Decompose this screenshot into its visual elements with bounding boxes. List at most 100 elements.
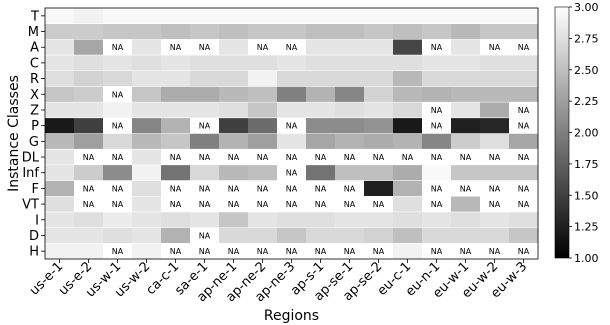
heatmap-cell [132,180,162,197]
na-label: NA [518,106,530,115]
heatmap-cell [74,23,104,40]
heatmap-cell [74,211,104,228]
heatmap-cell [219,133,249,150]
na-label: NA [431,153,443,162]
na-label: NA [489,200,501,209]
heatmap-cell [161,70,191,87]
heatmap-cell [190,211,220,228]
heatmap-cell [74,149,104,166]
heatmap-cell [335,8,365,24]
heatmap-cell [306,196,336,213]
heatmap-cell [335,55,365,72]
heatmap-cell [393,196,423,213]
heatmap-cell [422,55,452,72]
heatmap-cell [306,211,336,228]
heatmap-cell [74,55,104,72]
heatmap-cell [451,180,481,197]
na-label: NA [489,184,501,193]
heatmap-cell [364,117,394,134]
na-label: NA [286,169,298,178]
na-label: NA [170,247,182,256]
heatmap-cell [335,133,365,150]
na-label: NA [112,153,124,162]
heatmap-cell [219,102,249,119]
heatmap-cell [74,133,104,150]
heatmap-cell [248,133,278,150]
heatmap-cell [190,117,220,134]
heatmap-cell [219,8,249,24]
na-label: NA [112,200,124,209]
heatmap-cell [451,149,481,166]
heatmap-cell [74,196,104,213]
heatmap-cell [74,180,104,197]
na-label: NA [199,184,211,193]
heatmap-cell [451,70,481,87]
na-label: NA [112,43,124,52]
na-label: NA [199,153,211,162]
heatmap-cell [422,117,452,134]
heatmap-cell [335,117,365,134]
heatmap-cell [219,243,249,260]
y-tick-label: T [30,9,39,24]
heatmap-cell [248,39,278,56]
heatmap-cell [103,149,133,166]
y-axis-label: Instance Classes [6,75,22,192]
y-tick-label: A [30,41,39,56]
na-label: NA [431,247,443,256]
heatmap-cell [190,39,220,56]
heatmap-cell [248,55,278,72]
heatmap-cell [277,117,307,134]
na-label: NA [199,247,211,256]
na-label: NA [170,184,182,193]
heatmap-cell [103,164,133,181]
heatmap-cell [393,117,423,134]
heatmap-cell [335,70,365,87]
heatmap-cell [45,102,75,119]
heatmap-cell [509,102,539,119]
colorbar-ticks: 1.00 1.25 1.50 1.75 2.00 2.25 2.50 2.75 3.00 [569,1,599,265]
heatmap-cell [306,133,336,150]
heatmap-cell [364,164,394,181]
heatmap-cell [219,117,249,134]
heatmap-cell [277,102,307,119]
heatmap-cell [335,39,365,56]
na-label: NA [257,200,269,209]
heatmap-cell [132,70,162,87]
na-label: NA [257,184,269,193]
heatmap-cell [509,86,539,103]
heatmap-cell [45,39,75,56]
heatmap-cell [248,149,278,166]
heatmap-cell [277,133,307,150]
na-label: NA [344,153,356,162]
heatmap-cell [219,39,249,56]
na-label: NA [518,247,530,256]
heatmap-cell [509,70,539,87]
heatmap-cell [190,196,220,213]
heatmap-cell [364,180,394,197]
heatmap-cell [422,86,452,103]
heatmap-cell [422,180,452,197]
heatmap-cell [451,8,481,24]
heatmap-cell [335,86,365,103]
heatmap-cell [161,133,191,150]
heatmap-cell [393,55,423,72]
heatmap-cell [422,211,452,228]
heatmap-cell [248,211,278,228]
heatmap-cell [393,133,423,150]
heatmap-cell [364,133,394,150]
heatmap-cell [132,55,162,72]
heatmap-cell [248,102,278,119]
heatmap-cell [335,23,365,40]
heatmap-cell [451,227,481,244]
heatmap-cell [393,149,423,166]
heatmap-cell [45,55,75,72]
heatmap-cell [103,55,133,72]
heatmap-cell [219,23,249,40]
heatmap-cell [422,149,452,166]
heatmap-cell [422,102,452,119]
na-label: NA [402,153,414,162]
heatmap-cell [103,117,133,134]
heatmap-cell [161,86,191,103]
